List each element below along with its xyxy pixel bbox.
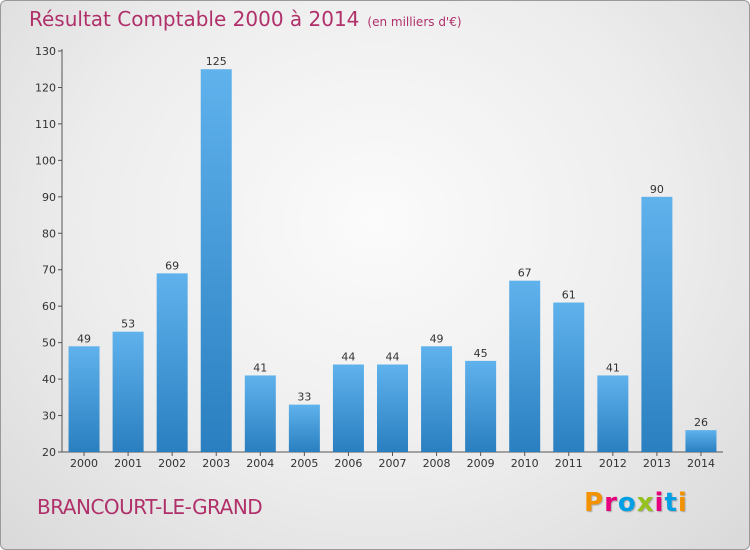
bar <box>377 364 408 452</box>
chart-title-unit: (en milliers d'€) <box>367 15 462 29</box>
x-tick-label: 2010 <box>511 457 539 470</box>
x-tick-label: 2013 <box>643 457 671 470</box>
bar <box>465 360 497 452</box>
bar-value-label: 90 <box>650 183 664 196</box>
bar <box>68 346 100 452</box>
bar <box>156 273 188 452</box>
y-tick-label: 110 <box>35 118 56 131</box>
x-tick-label: 2014 <box>687 457 715 470</box>
x-tick-label: 2007 <box>379 457 407 470</box>
bar <box>288 404 320 452</box>
bar-value-label: 53 <box>121 318 135 331</box>
chart-bars: 49 53 69 125 41 33 44 44 49 45 67 61 41 90 26 <box>68 55 717 453</box>
x-tick-label: 2000 <box>70 457 98 470</box>
x-tick-label: 2003 <box>202 457 230 470</box>
y-tick-label: 70 <box>42 264 56 277</box>
bar <box>200 69 232 453</box>
bar <box>685 430 717 452</box>
y-tick-label: 120 <box>35 81 56 94</box>
bar <box>641 196 673 452</box>
x-tick-label: 2005 <box>290 457 318 470</box>
bar-value-label: 26 <box>694 416 708 429</box>
bar <box>112 331 144 452</box>
y-tick-label: 30 <box>42 410 56 423</box>
bar <box>244 375 276 452</box>
y-tick-label: 80 <box>42 227 56 240</box>
x-tick-label: 2008 <box>423 457 451 470</box>
bar <box>509 280 541 452</box>
x-tick-label: 2012 <box>599 457 627 470</box>
x-tick-label: 2009 <box>467 457 495 470</box>
bar-value-label: 69 <box>165 259 179 272</box>
bar-value-label: 49 <box>430 332 444 345</box>
bar-value-label: 49 <box>77 332 91 345</box>
y-tick-label: 20 <box>42 446 56 459</box>
chart-title-main: Résultat Comptable 2000 à 2014 <box>29 7 360 31</box>
bar <box>553 302 585 452</box>
bar-value-label: 44 <box>341 351 355 364</box>
bar-value-label: 44 <box>386 351 400 364</box>
city-name: BRANCOURT-LE-GRAND <box>37 495 263 519</box>
bar-value-label: 41 <box>253 361 267 374</box>
bar <box>332 364 364 452</box>
chart-title: Résultat Comptable 2000 à 2014 (en millie… <box>29 7 462 31</box>
bar <box>597 375 629 452</box>
bar-value-label: 33 <box>297 391 311 404</box>
bar <box>421 346 453 452</box>
x-tick-label: 2006 <box>334 457 362 470</box>
y-tick-label: 50 <box>42 337 56 350</box>
y-tick-label: 130 <box>35 45 56 58</box>
y-tick-label: 40 <box>42 373 56 386</box>
bar-value-label: 61 <box>562 289 576 302</box>
y-tick-label: 100 <box>35 154 56 167</box>
y-tick-label: 60 <box>42 300 56 313</box>
brand-logo: Proxiti <box>584 488 688 518</box>
x-tick-label: 2004 <box>246 457 274 470</box>
bar-value-label: 125 <box>206 55 227 68</box>
x-tick-label: 2011 <box>555 457 583 470</box>
bar-value-label: 45 <box>474 347 488 360</box>
x-tick-label: 2002 <box>158 457 186 470</box>
chart-axes: 20 30 40 50 60 70 80 90 100 110 120 130 2000 2001 2002… <box>35 45 723 470</box>
x-tick-label: 2001 <box>114 457 142 470</box>
y-tick-label: 90 <box>42 191 56 204</box>
bar-value-label: 41 <box>606 361 620 374</box>
bar-value-label: 67 <box>518 267 532 280</box>
